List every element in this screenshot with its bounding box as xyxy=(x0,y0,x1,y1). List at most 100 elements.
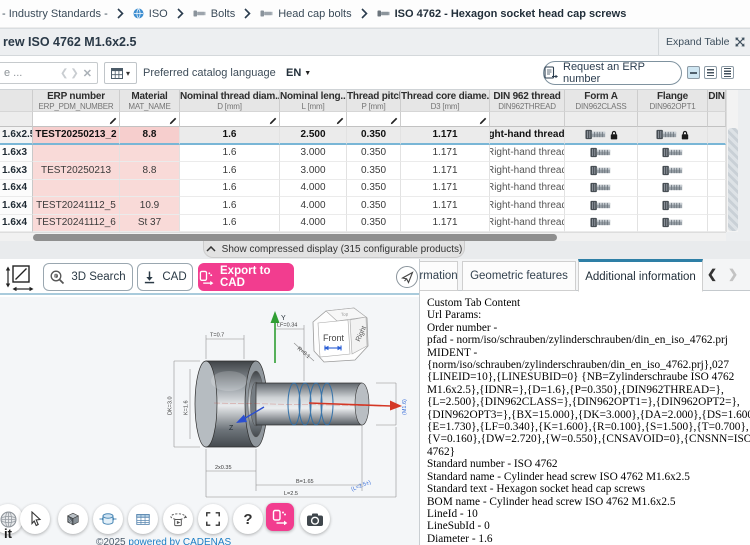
cad-download-button[interactable]: CAD xyxy=(137,263,193,291)
table-vertical-scrollbar[interactable] xyxy=(726,90,738,232)
export-tool-button[interactable] xyxy=(266,503,294,531)
table-horizontal-scrollbar[interactable] xyxy=(0,232,726,241)
grid-table-button[interactable] xyxy=(128,504,158,534)
show-compressed-display-button[interactable]: Show compressed display (315 configurabl… xyxy=(203,241,465,258)
row-label[interactable]: 1.6x4 xyxy=(0,197,33,215)
cell-erp[interactable] xyxy=(33,144,120,162)
breadcrumb-item-iso[interactable]: ISO xyxy=(133,8,168,20)
cell-flange[interactable] xyxy=(638,127,708,145)
cell-d3[interactable]: 1.171 xyxy=(401,179,490,197)
scrollbar-thumb[interactable] xyxy=(33,234,557,241)
cell-erp[interactable]: TEST20250213_2 xyxy=(33,127,120,145)
cell-din[interactable] xyxy=(708,144,726,162)
filter-input-d3[interactable] xyxy=(401,112,490,127)
tab-additional-information[interactable]: Additional information xyxy=(578,259,703,292)
3d-search-button[interactable]: 3D Search xyxy=(43,263,133,291)
cell-flange[interactable] xyxy=(638,214,708,232)
filter-input-p[interactable] xyxy=(347,112,401,127)
column-header-din[interactable]: DIN xyxy=(708,90,726,112)
cell-d[interactable]: 1.6 xyxy=(180,179,280,197)
row-label[interactable]: 1.6x2.5 xyxy=(0,127,33,145)
column-header-flange[interactable]: Flange DIN962OPT1 xyxy=(638,90,708,112)
cell-d3[interactable]: 1.171 xyxy=(401,162,490,180)
cell-l[interactable]: 2.500 xyxy=(280,127,347,145)
row-label[interactable]: 1.6x4 xyxy=(0,214,33,232)
cell-d3[interactable]: 1.171 xyxy=(401,127,490,145)
export-to-cad-button[interactable]: Export to CAD xyxy=(198,263,294,291)
column-header-d3[interactable]: Thread core diame... D3 [mm] xyxy=(401,90,490,112)
cell-material[interactable]: 8.8 xyxy=(120,127,180,145)
select-cursor-button[interactable] xyxy=(20,504,50,534)
column-header-d[interactable]: Nominal thread diam... D [mm] xyxy=(180,90,280,112)
column-header-l[interactable]: Nominal leng... L [mm] xyxy=(280,90,347,112)
cell-d3[interactable]: 1.171 xyxy=(401,144,490,162)
cell-erp[interactable] xyxy=(33,179,120,197)
cell-erp[interactable]: TEST20241112_5 xyxy=(33,197,120,215)
cell-din[interactable] xyxy=(708,127,726,145)
cell-p[interactable]: 0.350 xyxy=(347,197,401,215)
cell-din[interactable] xyxy=(708,197,726,215)
cell-material[interactable]: St 37 xyxy=(120,214,180,232)
breadcrumb-item-iso-4762[interactable]: ISO 4762 - Hexagon socket head cap screw… xyxy=(377,8,626,20)
table-view-dropdown[interactable]: ▾ xyxy=(104,62,137,84)
cadenas-link[interactable]: powered by CADENAS xyxy=(128,537,232,545)
cell-thread[interactable]: Right-hand thread xyxy=(490,162,565,180)
cell-p[interactable]: 0.350 xyxy=(347,214,401,232)
row-label[interactable]: 1.6x3 xyxy=(0,162,33,180)
cell-d3[interactable]: 1.171 xyxy=(401,197,490,215)
cell-d3[interactable]: 1.171 xyxy=(401,214,490,232)
cell-d[interactable]: 1.6 xyxy=(180,144,280,162)
cell-flange[interactable] xyxy=(638,197,708,215)
cell-forma[interactable] xyxy=(565,162,638,180)
viewer-canvas[interactable]: Y Z T=0.7 LF=0.34 R=0.1 DK=3.0 K=1.6 2x0… xyxy=(0,297,419,545)
turntable-button[interactable] xyxy=(163,504,193,534)
search-input[interactable]: e ... ❮ ❯ ✕ xyxy=(0,62,98,84)
tab-geometric-features[interactable]: Geometric features xyxy=(462,261,576,291)
column-header-erp[interactable]: ERP number ERP_PDM_NUMBER xyxy=(33,90,120,112)
cell-forma[interactable] xyxy=(565,214,638,232)
view-toggle-dense[interactable] xyxy=(721,66,734,79)
mesh-display-button[interactable] xyxy=(0,504,23,534)
cell-l[interactable]: 3.000 xyxy=(280,144,347,162)
cell-d[interactable]: 1.6 xyxy=(180,214,280,232)
tab-information[interactable]: rmation xyxy=(420,261,458,291)
tabs-scroll-left-icon[interactable]: ❮ xyxy=(707,267,718,281)
cell-material[interactable] xyxy=(120,179,180,197)
cell-din[interactable] xyxy=(708,214,726,232)
cell-din[interactable] xyxy=(708,179,726,197)
cell-d[interactable]: 1.6 xyxy=(180,127,280,145)
help-button[interactable]: ? xyxy=(233,504,263,534)
breadcrumb-item-industry-standards[interactable]: - Industry Standards - xyxy=(2,8,108,20)
view-toggle-compact[interactable] xyxy=(687,66,700,79)
breadcrumb-item-bolts[interactable]: Bolts xyxy=(193,8,235,20)
cell-l[interactable]: 3.000 xyxy=(280,162,347,180)
cell-forma[interactable] xyxy=(565,197,638,215)
cell-p[interactable]: 0.350 xyxy=(347,127,401,145)
fit-view-button[interactable] xyxy=(198,504,228,534)
cell-l[interactable]: 4.000 xyxy=(280,197,347,215)
pin-view-button[interactable] xyxy=(396,266,418,288)
filter-input-l[interactable] xyxy=(280,112,347,127)
filter-input-material[interactable] xyxy=(120,112,180,127)
search-next-icon[interactable]: ❯ xyxy=(70,67,79,79)
cell-flange[interactable] xyxy=(638,144,708,162)
cell-forma[interactable] xyxy=(565,127,638,145)
expand-table-button[interactable]: Expand Table xyxy=(658,29,750,55)
column-header-rowlabel[interactable] xyxy=(0,90,33,112)
cell-erp[interactable]: TEST20250213 xyxy=(33,162,120,180)
request-erp-number-button[interactable]: Request an ERP number xyxy=(543,61,682,85)
cell-flange[interactable] xyxy=(638,179,708,197)
column-header-din962thread[interactable]: DIN 962 thread DIN962THREAD xyxy=(490,90,565,112)
tabs-scroll-right-icon[interactable]: ❯ xyxy=(728,267,739,281)
breadcrumb-item-head-cap-bolts[interactable]: Head cap bolts xyxy=(260,8,352,20)
cell-thread[interactable]: Right-hand thread xyxy=(490,214,565,232)
cell-thread[interactable]: Right-hand thread xyxy=(490,197,565,215)
column-header-p[interactable]: Thread pitch P [mm] xyxy=(347,90,401,112)
cell-l[interactable]: 4.000 xyxy=(280,179,347,197)
cell-material[interactable] xyxy=(120,144,180,162)
cell-erp[interactable]: TEST20241112_6 xyxy=(33,214,120,232)
cell-p[interactable]: 0.350 xyxy=(347,144,401,162)
view-cube[interactable]: Top Front Right xyxy=(310,305,372,367)
scrollbar-thumb[interactable] xyxy=(728,128,738,231)
cell-thread[interactable]: Right-hand thread xyxy=(490,144,565,162)
